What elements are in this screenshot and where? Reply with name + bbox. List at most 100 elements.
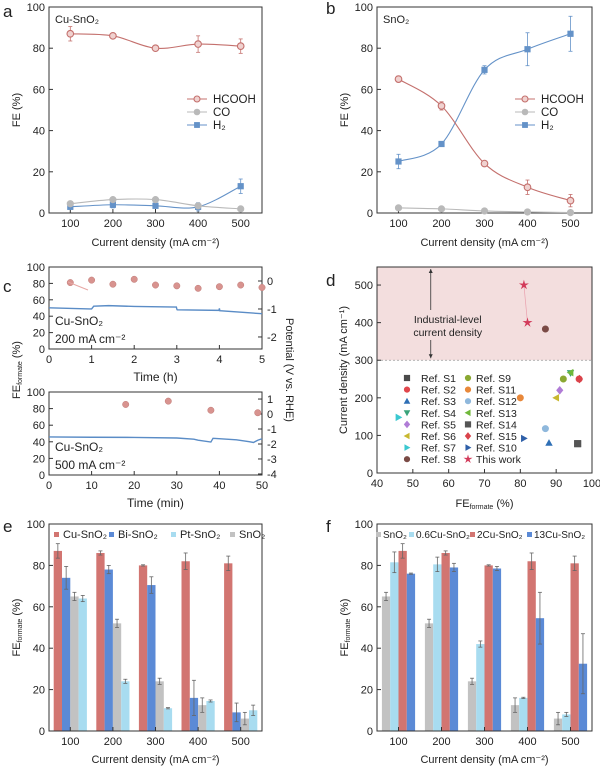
y2-tick-label: -1 [267, 304, 277, 316]
data-point [518, 279, 529, 290]
bar [492, 568, 502, 731]
data-point [574, 440, 582, 448]
y-tick-label: 60 [361, 84, 373, 96]
panel-f [376, 523, 593, 732]
y-axis-label-part: (%) [11, 599, 23, 619]
legend-label: 2Cu-SnO₂ [477, 530, 523, 541]
bar [519, 697, 528, 731]
data-point [523, 183, 532, 192]
legend-label: Ref. S5 [421, 419, 456, 431]
y-tick-label: 20 [33, 453, 45, 465]
x-tick-label: 400 [518, 218, 536, 230]
legend-marker [403, 397, 411, 404]
this-work-connector [523, 285, 528, 323]
data-point [516, 394, 524, 402]
x-tick-label: 400 [189, 736, 207, 748]
y-tick-label: 100 [27, 387, 45, 399]
data-point [194, 202, 202, 210]
x-tick-label: 60 [443, 478, 455, 490]
legend-marker [465, 444, 472, 451]
y-tick-label: 80 [33, 404, 45, 416]
y2-tick-label: -3 [267, 454, 277, 466]
panel-letter: f [326, 517, 331, 536]
y-axis-label: FEformate (%) [11, 599, 24, 657]
x-tick-label: 100 [61, 218, 79, 230]
legend-marker [521, 95, 529, 103]
data-point [394, 204, 403, 212]
bar [147, 585, 156, 731]
legend-marker [464, 398, 472, 405]
legend-marker [403, 374, 411, 382]
y2-tick-label: -2 [267, 439, 277, 451]
legend-marker [193, 95, 201, 103]
legend-swatch [109, 532, 114, 537]
x-tick-label: 300 [475, 736, 493, 748]
x-axis-label: Current density (mA cm⁻²) [420, 237, 548, 249]
data-point [575, 374, 584, 384]
fe-point [164, 397, 172, 405]
legend-label: Ref. S14 [476, 419, 517, 431]
y-axis-label-part: formate [17, 619, 24, 643]
legend-marker [403, 432, 410, 440]
legend-label: Ref. S6 [421, 431, 456, 443]
fe-point [173, 282, 181, 290]
bar [441, 552, 450, 731]
y-axis-label-part: FE [11, 385, 23, 399]
legend-label: Cu-SnO₂ [63, 529, 107, 541]
legend-marker [194, 122, 200, 128]
region-label: Industrial-level [414, 314, 482, 326]
legend-swatch [470, 532, 475, 537]
bar [62, 577, 71, 731]
bar [70, 596, 79, 731]
fe-point [207, 406, 215, 414]
panel-letter: a [3, 2, 13, 21]
bar [381, 596, 391, 731]
y2-tick-label: 0 [267, 276, 273, 288]
fe-point [258, 284, 266, 291]
bar [53, 550, 62, 731]
y-tick-label: 500 [355, 280, 373, 292]
data-point [394, 75, 403, 83]
x-tick-label: 90 [550, 478, 562, 490]
panel-c-top [48, 266, 266, 350]
legend-marker [464, 374, 472, 382]
y-tick-label: 0 [39, 726, 45, 738]
legend-marker [404, 444, 411, 451]
panel-letter: d [326, 271, 335, 290]
fe-point [122, 401, 130, 408]
bar [562, 714, 571, 731]
y-tick-label: 0 [367, 468, 373, 480]
legend-marker [193, 108, 201, 116]
data-point [66, 29, 75, 38]
y-axis-label: FEformate (%) [339, 599, 352, 657]
legend-label: Ref. S4 [421, 408, 456, 420]
panel-b [376, 6, 593, 217]
legend-label: Ref. S10 [476, 443, 517, 455]
y-axis-label-part: FE [339, 642, 351, 656]
y-tick-label: 20 [33, 167, 45, 179]
y-axis-label: FE (%) [11, 93, 23, 127]
x-tick-label: 80 [514, 478, 526, 490]
y-tick-label: 60 [33, 602, 45, 614]
x-tick-label: 200 [432, 218, 450, 230]
legend-label: SnO₂ [383, 530, 407, 541]
bar [163, 708, 173, 731]
x-axis-label-part: (%) [493, 498, 513, 510]
y-tick-label: 300 [355, 355, 373, 367]
y-tick-label: 100 [355, 519, 373, 531]
x-axis-label: Time (h) [133, 370, 177, 384]
legend-label: HCOOH [213, 94, 256, 106]
bar [121, 681, 130, 731]
bar [535, 618, 545, 731]
data-point [552, 394, 560, 402]
annotation-arrow [67, 281, 89, 291]
x-tick-label: 0 [46, 354, 52, 366]
bar [155, 681, 164, 731]
x-tick-label: 20 [128, 480, 140, 492]
legend-marker [403, 420, 411, 429]
legend-marker [521, 108, 529, 116]
bar [570, 563, 579, 731]
legend-label: Ref. S12 [476, 396, 517, 408]
y-tick-label: 100 [27, 262, 45, 274]
region-label-bg [402, 310, 493, 340]
